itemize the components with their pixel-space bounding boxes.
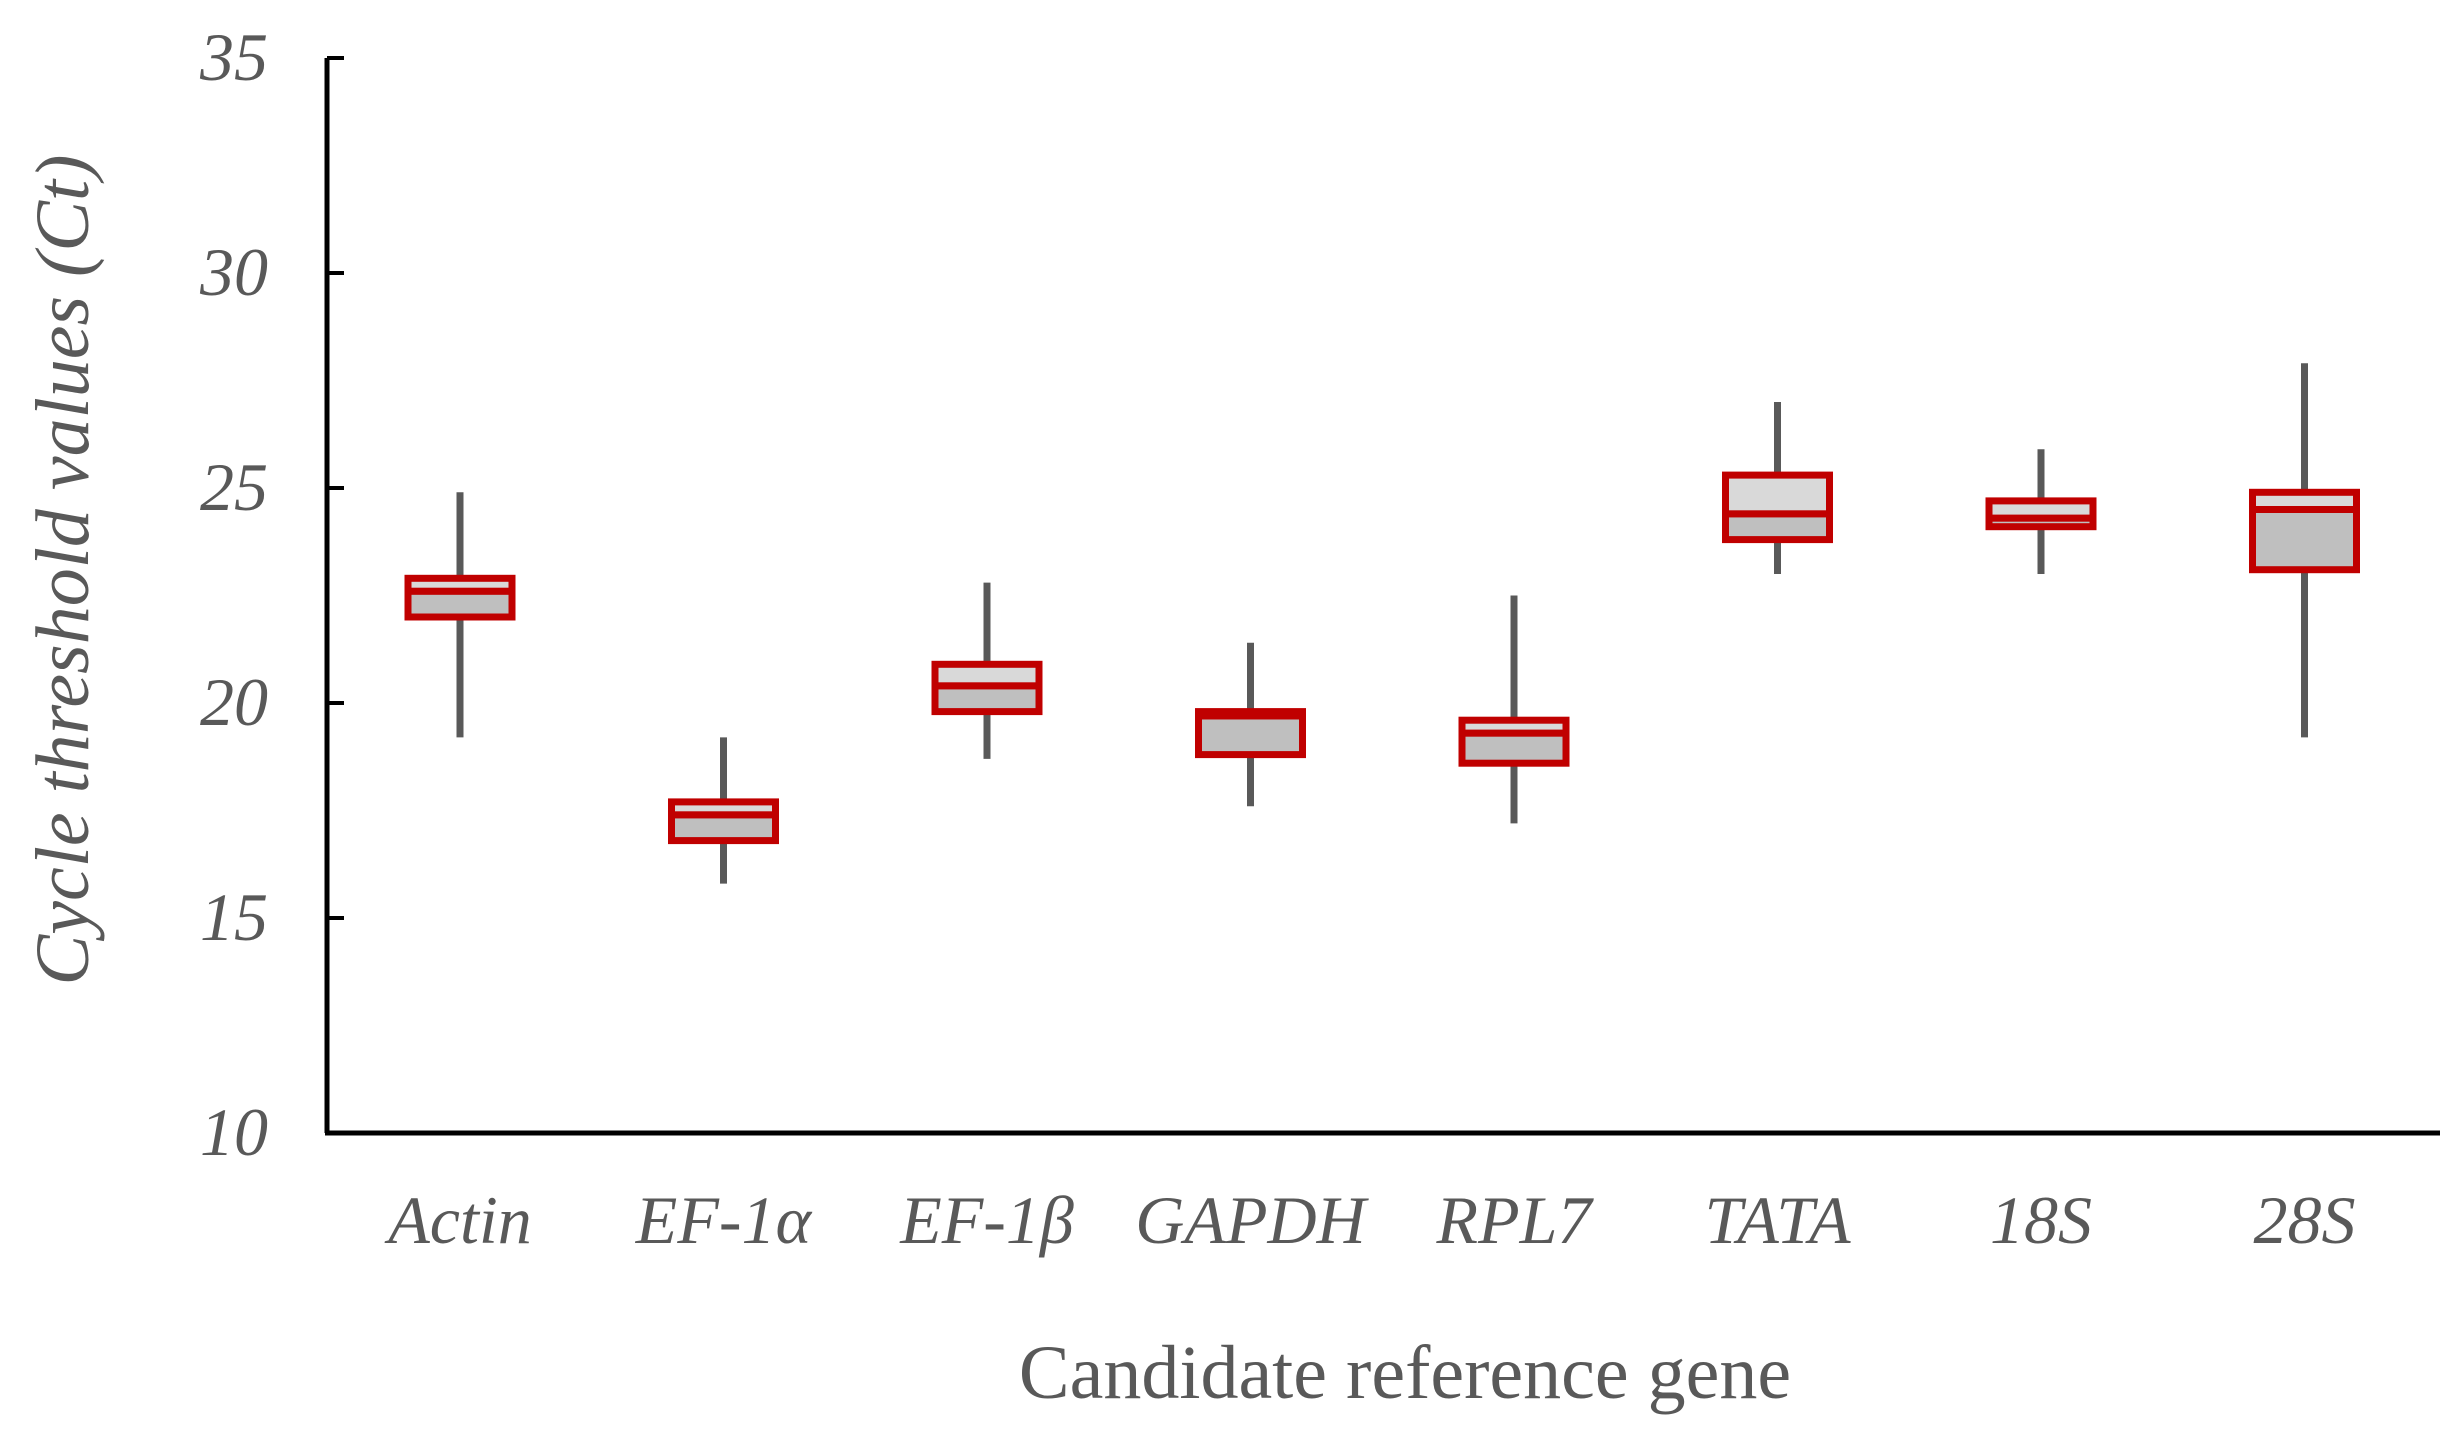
x-tick-label: Actin — [384, 1182, 532, 1258]
lower-box — [404, 587, 516, 621]
y-axis-title: Cycle threshold values (Ct) — [21, 155, 105, 986]
lower-box — [668, 811, 779, 845]
x-tick-labels: Actin EF-1α EF-1β GAPDH RPL7 TATA 18S 28S — [384, 1182, 2355, 1258]
x-tick-label: 18S — [1990, 1182, 2092, 1258]
lower-box — [931, 682, 1043, 716]
upper-box — [2249, 488, 2360, 513]
lower-box — [1722, 510, 1833, 544]
box-Actin — [404, 492, 516, 738]
lower-box — [1195, 712, 1306, 759]
y-tick-label: 25 — [200, 449, 268, 525]
upper-box — [668, 798, 779, 819]
x-tick-label: EF-1β — [899, 1182, 1074, 1258]
y-tick-label: 20 — [200, 664, 268, 740]
y-tick-label: 30 — [199, 234, 268, 310]
x-tick-label: EF-1α — [635, 1182, 813, 1258]
y-tick-label: 10 — [200, 1094, 268, 1170]
box-GAPDH — [1195, 642, 1306, 807]
x-tick-label: RPL7 — [1436, 1182, 1595, 1258]
lower-box — [2249, 506, 2360, 574]
box-TATA — [1722, 402, 1833, 574]
x-tick-label: GAPDH — [1135, 1182, 1369, 1258]
box-EF-1α — [668, 737, 779, 884]
box-series — [404, 363, 2360, 884]
upper-box — [1722, 471, 1833, 518]
upper-box — [404, 574, 516, 595]
upper-box — [1985, 497, 2097, 522]
y-axis: 10 15 20 25 30 35 — [199, 19, 344, 1170]
upper-box — [1458, 716, 1570, 737]
y-tick-label: 35 — [199, 19, 268, 95]
x-tick-label: 28S — [2254, 1182, 2356, 1258]
upper-box — [931, 660, 1043, 690]
box-RPL7 — [1458, 595, 1570, 824]
x-axis-title: Candidate reference gene — [1019, 1331, 1791, 1415]
lower-box — [1458, 729, 1570, 767]
y-tick-label: 15 — [200, 879, 268, 955]
box-28S — [2249, 363, 2360, 738]
box-EF-1β — [931, 582, 1043, 759]
upper-box — [1195, 708, 1306, 720]
box-18S — [1985, 449, 2097, 574]
x-tick-label: TATA — [1704, 1182, 1851, 1258]
